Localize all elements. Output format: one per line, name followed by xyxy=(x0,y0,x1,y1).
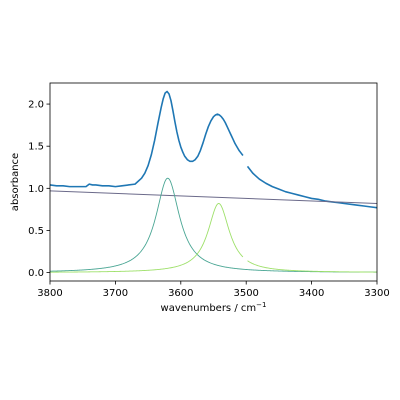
y-tick-label: 2.0 xyxy=(28,100,44,111)
series-line xyxy=(50,190,377,204)
y-tick-label: 1.0 xyxy=(28,184,44,195)
x-axis-label: wavenumbers / cm−1 xyxy=(161,301,267,314)
x-tick-label: 3700 xyxy=(103,288,128,299)
x-tick-label: 3400 xyxy=(299,288,324,299)
x-tick-label: 3500 xyxy=(233,288,258,299)
x-tick-label: 3800 xyxy=(37,288,62,299)
series-peak-2 xyxy=(50,203,377,273)
x-axis-label-superscript: −1 xyxy=(256,301,266,309)
y-tick-label: 0.0 xyxy=(28,268,44,279)
y-tick-label: 0.5 xyxy=(28,226,44,237)
series-line xyxy=(247,260,377,273)
x-tick-label: 3600 xyxy=(168,288,193,299)
x-tick-label: 3300 xyxy=(364,288,389,299)
axes-frame xyxy=(49,82,378,282)
series-measured-spectrum xyxy=(50,90,377,209)
y-tick-label: 1.5 xyxy=(28,142,44,153)
x-axis-label-text: wavenumbers / cm xyxy=(161,303,257,314)
series-line xyxy=(50,90,244,188)
y-axis-label: absorbance xyxy=(10,153,21,211)
series-line xyxy=(246,165,377,209)
series-line xyxy=(50,203,244,273)
series-baseline xyxy=(50,190,377,204)
plot-area xyxy=(50,90,377,273)
ticks: 3800 3700 3600 3500 3400 3300 0.0 0.5 1.0 1.5 2.0 xyxy=(28,100,390,299)
